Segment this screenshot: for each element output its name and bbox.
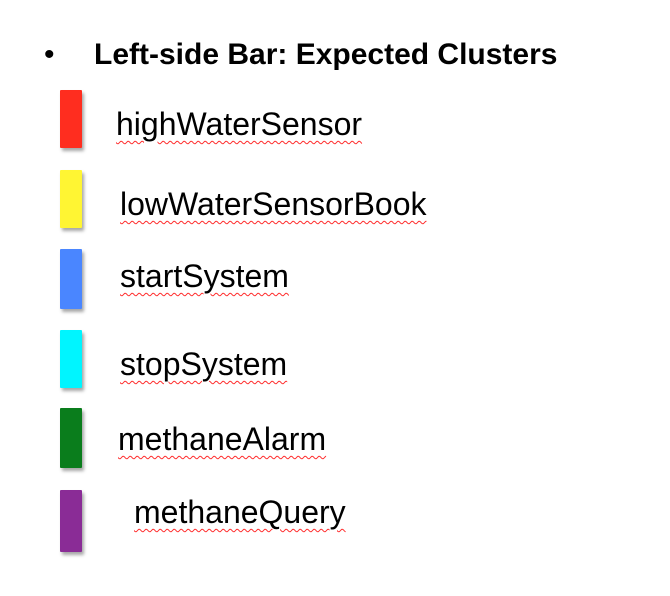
- color-swatch: [60, 408, 82, 468]
- legend-label: stopSystem: [120, 346, 288, 382]
- legend-label: startSystem: [120, 258, 289, 294]
- legend-label: lowWaterSensorBook: [120, 186, 427, 222]
- color-swatch: [60, 90, 82, 148]
- legend-label: methaneAlarm: [118, 421, 327, 457]
- color-swatch: [60, 490, 82, 552]
- color-swatch: [60, 249, 82, 309]
- color-swatch: [60, 330, 82, 388]
- legend-label: methaneQuery: [134, 494, 346, 530]
- color-swatch: [60, 170, 82, 228]
- heading-row: • Left-side Bar: Expected Clusters: [44, 30, 557, 80]
- bullet: •: [44, 38, 55, 71]
- legend-label: highWaterSensor: [116, 106, 363, 142]
- heading-title: Left-side Bar: Expected Clusters: [94, 38, 558, 71]
